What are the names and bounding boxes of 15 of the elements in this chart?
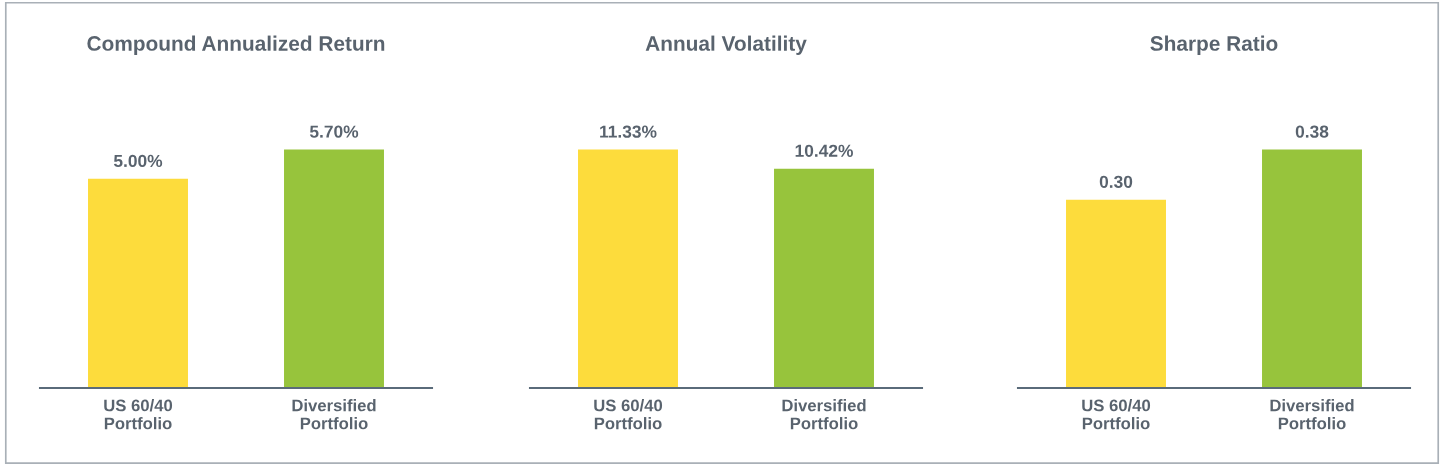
x-tick-label: Diversified Portfolio [1270,399,1354,430]
chart-title: Annual Volatility [645,35,807,55]
x-tick-label: Diversified Portfolio [292,399,376,430]
data-label: 11.33% [600,125,657,138]
x-tick-label: Diversified Portfolio [782,399,866,430]
chart-title: Sharpe Ratio [1150,35,1278,55]
x-tick-label: US 60/40 Portfolio [594,399,663,430]
data-label: 5.00% [113,154,163,168]
x-tick-label: US 60/40 Portfolio [1082,399,1151,430]
chart-title: Compound Annualized Return [87,35,385,55]
data-label: 10.42% [795,144,853,157]
data-label: 0.30 [1099,175,1133,188]
data-label: 5.70% [309,125,359,138]
data-label: 0.38 [1295,125,1329,138]
x-tick-label: US 60/40 Portfolio [104,399,173,430]
